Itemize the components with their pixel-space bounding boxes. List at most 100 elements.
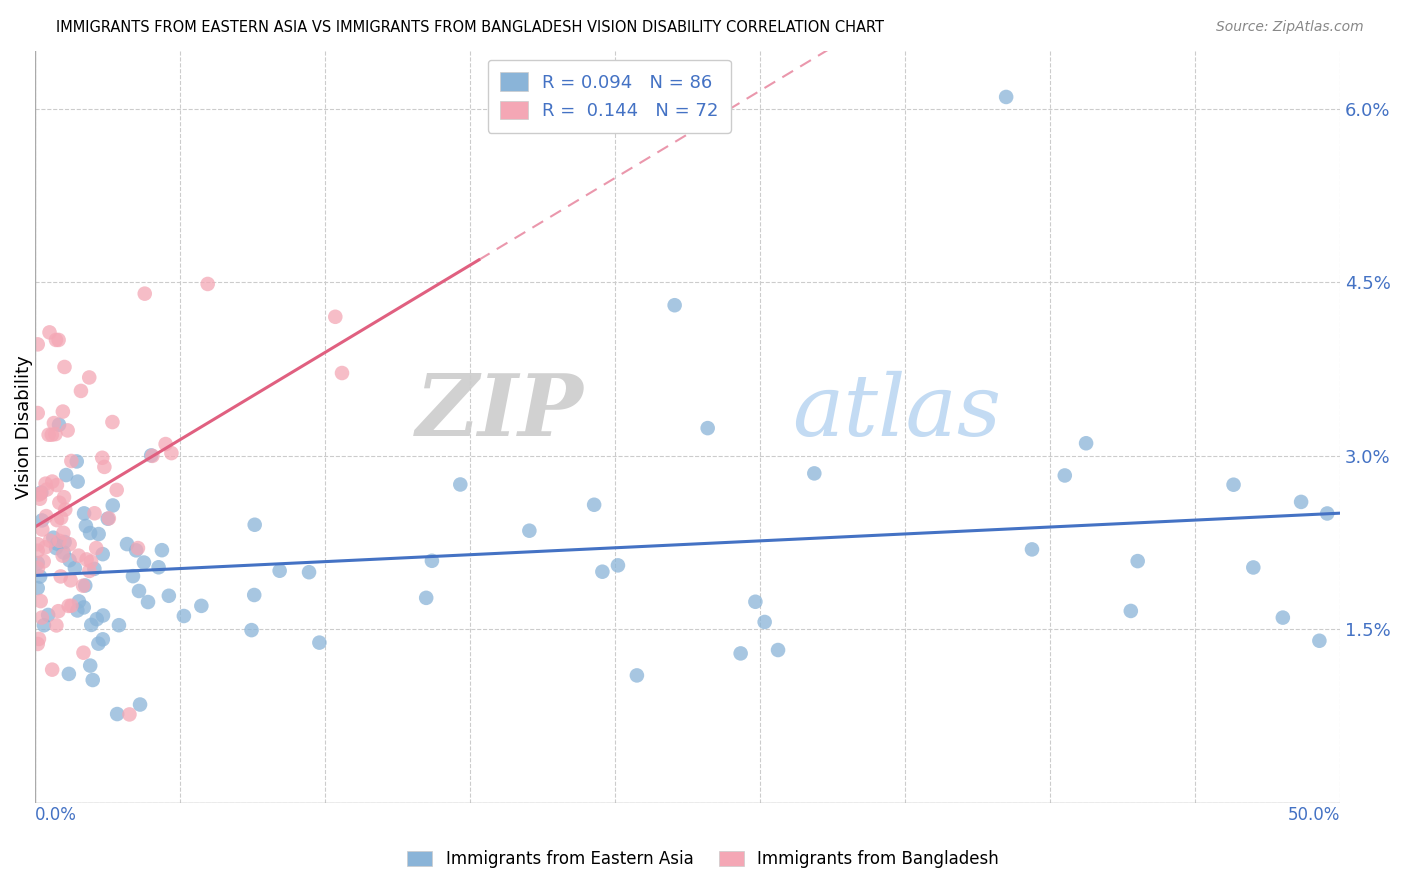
Point	[626, 668, 648, 682]
Point	[27, 337, 49, 351]
Point	[243, 517, 266, 532]
Point	[87, 637, 110, 651]
Point	[53, 535, 76, 549]
Point	[44, 427, 66, 442]
Point	[38, 533, 60, 548]
Point	[118, 707, 141, 722]
Point	[173, 609, 195, 624]
Point	[49, 569, 72, 583]
Point	[27, 581, 49, 595]
Point	[141, 449, 163, 463]
Point	[79, 658, 101, 673]
Point	[420, 554, 443, 568]
Point	[134, 286, 156, 301]
Point	[105, 706, 128, 721]
Point	[128, 584, 150, 599]
Point	[32, 554, 55, 568]
Text: Source: ZipAtlas.com: Source: ZipAtlas.com	[1216, 20, 1364, 34]
Point	[30, 569, 52, 583]
Point	[1074, 436, 1097, 450]
Point	[73, 507, 96, 521]
Point	[28, 491, 51, 506]
Point	[32, 618, 55, 632]
Point	[30, 594, 52, 608]
Point	[240, 623, 263, 637]
Point	[48, 417, 70, 432]
Point	[38, 326, 60, 340]
Point	[330, 366, 353, 380]
Point	[97, 511, 120, 525]
Point	[80, 555, 103, 569]
Point	[1119, 604, 1142, 618]
Point	[269, 564, 291, 578]
Point	[744, 595, 766, 609]
Point	[75, 519, 97, 533]
Point	[80, 618, 103, 632]
Point	[52, 549, 75, 563]
Point	[1021, 542, 1043, 557]
Point	[308, 635, 330, 649]
Point	[190, 599, 212, 613]
Point	[41, 475, 63, 489]
Point	[63, 561, 86, 575]
Text: ZIP: ZIP	[415, 370, 583, 453]
Point	[197, 277, 219, 291]
Point	[42, 416, 65, 430]
Point	[38, 427, 60, 442]
Point	[1053, 468, 1076, 483]
Text: 0.0%: 0.0%	[35, 805, 77, 823]
Point	[45, 541, 67, 555]
Point	[58, 666, 80, 681]
Point	[49, 511, 72, 525]
Point	[72, 579, 94, 593]
Point	[53, 359, 76, 374]
Point	[27, 543, 49, 558]
Point	[27, 561, 49, 575]
Point	[70, 384, 93, 398]
Point	[995, 90, 1018, 104]
Point	[93, 459, 115, 474]
Point	[52, 404, 75, 418]
Point	[45, 478, 67, 492]
Point	[82, 673, 104, 687]
Point	[83, 562, 105, 576]
Point	[150, 543, 173, 558]
Point	[125, 543, 148, 558]
Point	[58, 553, 80, 567]
Point	[48, 333, 70, 347]
Point	[31, 610, 53, 624]
Point	[1222, 477, 1244, 491]
Point	[56, 424, 79, 438]
Point	[27, 406, 49, 420]
Point	[59, 574, 82, 588]
Point	[1308, 633, 1330, 648]
Point	[60, 599, 83, 613]
Point	[97, 512, 120, 526]
Point	[101, 415, 124, 429]
Point	[86, 612, 108, 626]
Point	[101, 499, 124, 513]
Point	[591, 565, 613, 579]
Point	[243, 588, 266, 602]
Point	[41, 663, 63, 677]
Point	[730, 647, 752, 661]
Point	[108, 618, 131, 632]
Text: atlas: atlas	[792, 370, 1001, 453]
Point	[1271, 610, 1294, 624]
Point	[41, 427, 63, 442]
Point	[35, 483, 58, 497]
Point	[66, 454, 89, 468]
Point	[136, 595, 159, 609]
Point	[48, 604, 70, 618]
Point	[91, 450, 114, 465]
Point	[1316, 507, 1339, 521]
Point	[155, 437, 177, 451]
Point	[84, 541, 107, 555]
Point	[803, 467, 825, 481]
Point	[298, 565, 321, 579]
Point	[607, 558, 630, 573]
Legend: Immigrants from Eastern Asia, Immigrants from Bangladesh: Immigrants from Eastern Asia, Immigrants…	[401, 844, 1005, 875]
Point	[53, 490, 76, 504]
Point	[31, 513, 53, 527]
Point	[1289, 495, 1312, 509]
